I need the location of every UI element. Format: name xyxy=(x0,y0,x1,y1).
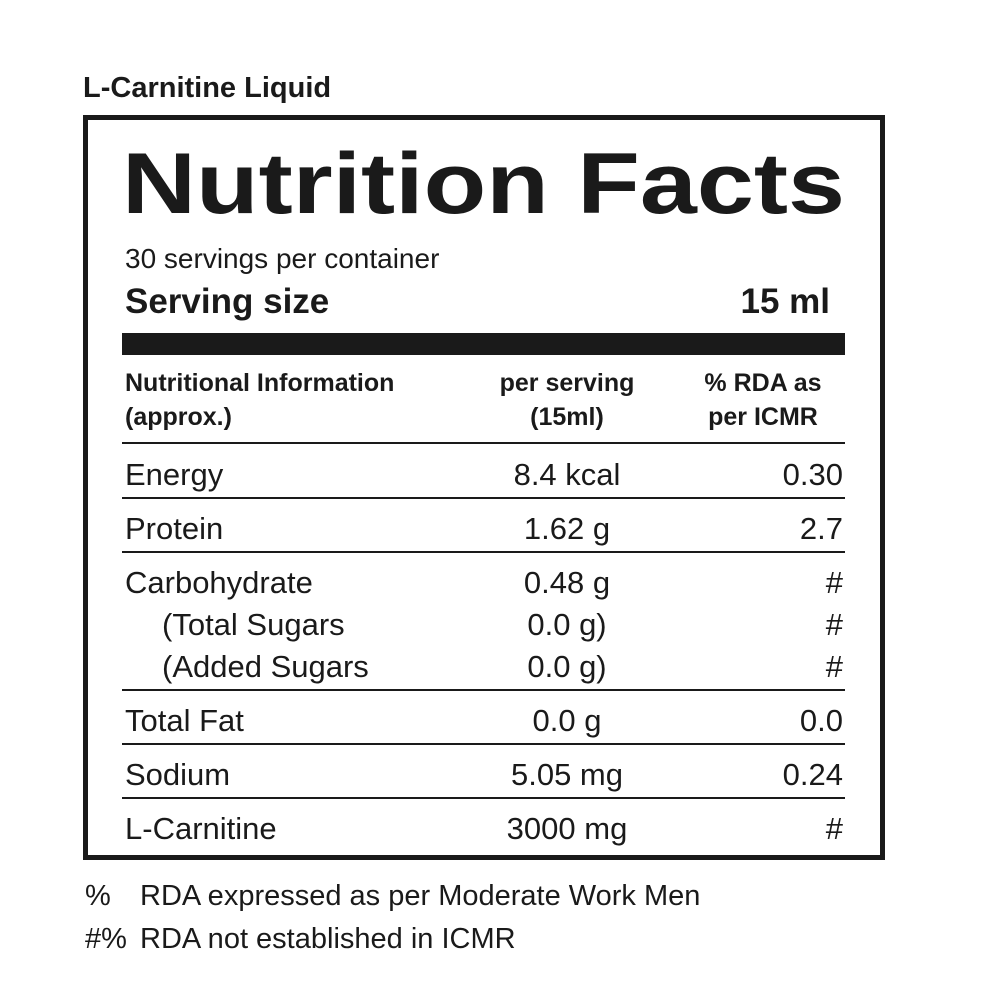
nutrient-name: Energy xyxy=(125,457,224,492)
footnote-text: RDA expressed as per Moderate Work Men xyxy=(140,880,700,912)
rda-percent: # xyxy=(826,649,844,684)
rda-percent: 2.7 xyxy=(800,511,843,546)
serving-size-value: 15 ml xyxy=(741,282,831,321)
product-name: L-Carnitine Liquid xyxy=(83,72,331,104)
nutrient-name: (Added Sugars xyxy=(162,649,369,684)
column-header: per serving xyxy=(500,369,635,397)
rda-percent: # xyxy=(826,811,844,846)
thick-rule xyxy=(122,333,845,355)
column-header: % RDA as xyxy=(704,369,821,397)
label-title: Nutrition Facts xyxy=(122,136,845,232)
footnote-symbol: #% xyxy=(85,923,127,955)
per-serving: 0.0 g) xyxy=(527,649,606,684)
nutrient-name: Protein xyxy=(125,511,223,546)
per-serving: 0.0 g) xyxy=(527,607,606,642)
column-header: (approx.) xyxy=(125,403,232,431)
per-serving: 8.4 kcal xyxy=(514,457,621,492)
footnote-symbol: % xyxy=(85,880,111,912)
per-serving: 5.05 mg xyxy=(511,757,623,792)
nutrient-name: Carbohydrate xyxy=(125,565,313,600)
rda-percent: 0.30 xyxy=(783,457,843,492)
column-header: Nutritional Information xyxy=(125,369,394,397)
column-header: per ICMR xyxy=(708,403,818,431)
rda-percent: 0.0 xyxy=(800,703,843,738)
rda-percent: # xyxy=(826,565,844,600)
per-serving: 3000 mg xyxy=(507,811,628,846)
per-serving: 0.0 g xyxy=(533,703,602,738)
per-serving: 1.62 g xyxy=(524,511,610,546)
nutrient-name: L-Carnitine xyxy=(125,811,277,846)
serving-size-label: Serving size xyxy=(125,282,329,321)
column-header: (15ml) xyxy=(530,403,604,431)
rda-percent: 0.24 xyxy=(783,757,843,792)
nutrient-name: Total Fat xyxy=(125,703,244,738)
nutrient-name: (Total Sugars xyxy=(162,607,345,642)
footnote-text: RDA not established in ICMR xyxy=(140,923,516,955)
label-box xyxy=(83,115,885,860)
rda-percent: # xyxy=(826,607,844,642)
per-serving: 0.48 g xyxy=(524,565,610,600)
nutrient-name: Sodium xyxy=(125,757,230,792)
servings: 30 servings per container xyxy=(125,243,439,274)
